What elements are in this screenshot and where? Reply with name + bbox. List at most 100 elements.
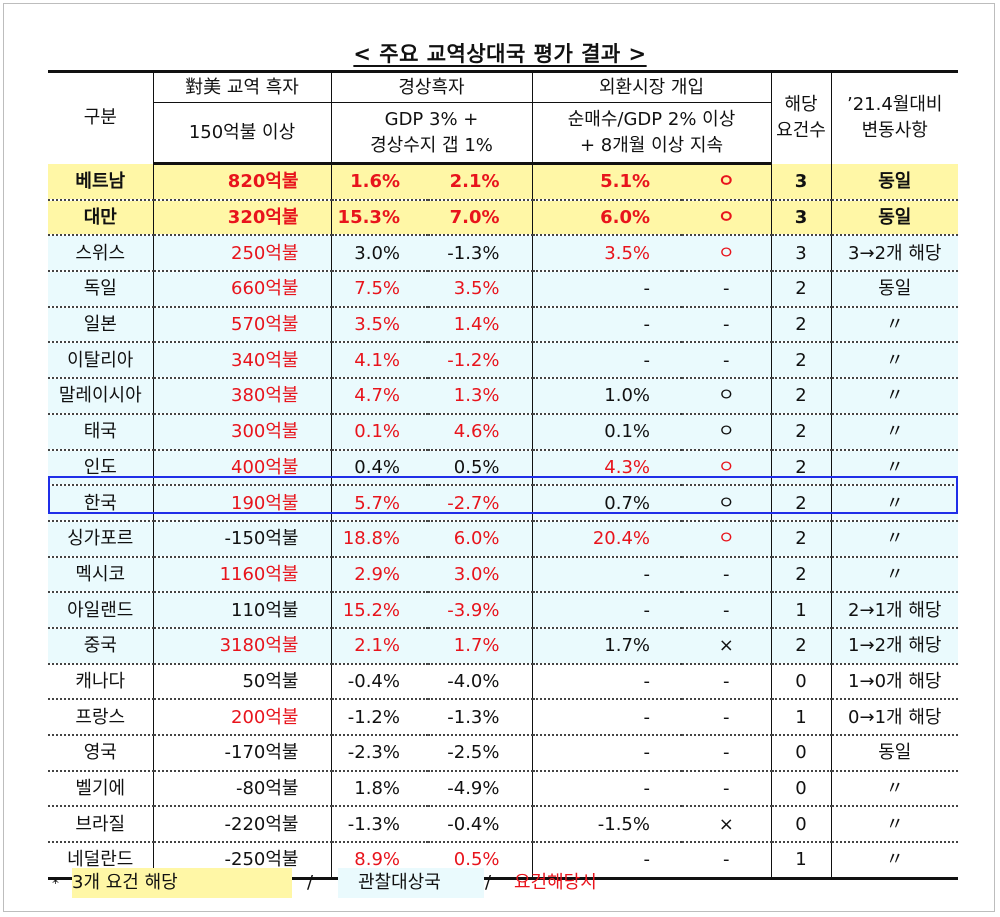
cell-gap: 6.0% (428, 520, 532, 558)
cell-fx: - (531, 342, 682, 380)
cell-trade: -220억불 (152, 806, 331, 844)
cell-change: 〃 (830, 485, 958, 522)
cell-trade: 300억불 (152, 413, 331, 451)
header-count-line1: 해당 (784, 94, 818, 116)
cell-country: 일본 (48, 306, 153, 344)
cell-trade: 200억불 (152, 699, 331, 736)
legend-marker: * (52, 876, 59, 892)
cell-fx-mark: - (682, 735, 771, 772)
header-ca-top: 경상흑자 (330, 70, 532, 103)
cell-change: 동일 (830, 271, 958, 308)
table-row: 아일랜드 110억불 15.2% -3.9% - -1 2→1개 해당 (48, 592, 958, 629)
cell-gap: -1.2% (428, 342, 532, 380)
cell-ca: 18.8% (330, 520, 428, 558)
cell-fx: 5.1% (531, 163, 682, 201)
cell-fx: - (531, 663, 682, 701)
cell-country: 멕시코 (48, 556, 153, 594)
cell-fx: 4.3% (531, 449, 682, 487)
cell-count: 2 (770, 520, 831, 558)
cell-country: 이탈리아 (48, 342, 153, 380)
cell-fx: - (531, 556, 682, 594)
legend-cyan: 관찰대상국 (338, 868, 484, 898)
cell-count: 2 (770, 485, 831, 522)
table-row: 베트남 820억불 1.6% 2.1% 5.1% ㅇ 3 동일 (48, 163, 958, 201)
cell-trade: 190억불 (152, 485, 331, 522)
cell-trade: 660억불 (152, 271, 331, 308)
cell-fx-mark: - (682, 663, 771, 701)
legend-separator-2: / (485, 872, 492, 893)
cell-count: 2 (770, 378, 831, 415)
header-fx-sub-line2: + 8개월 이상 지속 (579, 134, 724, 156)
cell-count: 2 (770, 342, 831, 380)
header-fx-sub-line1: 순매수/GDP 2% 이상 (567, 108, 736, 130)
cell-country: 캐나다 (48, 663, 153, 701)
header-fx-sub: 순매수/GDP 2% 이상 + 8개월 이상 지속 (531, 102, 771, 165)
header-country: 구분 (48, 70, 153, 164)
cell-count: 0 (770, 663, 831, 701)
header-ca-sub-line1: GDP 3% + (384, 108, 479, 130)
cell-gap: 1.4% (428, 306, 532, 344)
table-row: 캐나다 50억불 -0.4% -4.0% - -0 1→0개 해당 (48, 663, 958, 701)
cell-fx: -1.5% (531, 806, 682, 844)
cell-fx: - (531, 271, 682, 308)
cell-ca: -0.4% (330, 663, 428, 701)
cell-gap: -1.3% (428, 235, 532, 273)
cell-country: 말레이시아 (48, 378, 153, 415)
cell-count: 2 (770, 449, 831, 487)
cell-trade: 570억불 (152, 306, 331, 344)
cell-change: 〃 (830, 342, 958, 380)
cell-ca: 0.1% (330, 413, 428, 451)
cell-fx-mark: - (682, 342, 771, 380)
cell-change: 동일 (830, 163, 958, 201)
cell-fx-mark: - (682, 699, 771, 736)
cell-fx-mark: × (682, 806, 771, 844)
cell-ca: 7.5% (330, 271, 428, 308)
evaluation-table: 구분 對美 교역 흑자 경상흑자 외환시장 개입 해당 요건수 ’21.4월대비 변… (48, 70, 958, 880)
cell-fx: - (531, 699, 682, 736)
cell-count: 2 (770, 413, 831, 451)
cell-gap: -2.7% (428, 485, 532, 522)
cell-country: 벨기에 (48, 770, 153, 808)
cell-fx-mark: ㅇ (682, 199, 771, 237)
table-row: 멕시코 1160억불 2.9% 3.0% - -2 〃 (48, 556, 958, 594)
cell-country: 태국 (48, 413, 153, 451)
table-row: 말레이시아 380억불 4.7% 1.3% 1.0% ㅇ 2 〃 (48, 378, 958, 415)
cell-fx-mark: × (682, 627, 771, 665)
cell-fx-mark: ㅇ (682, 378, 771, 415)
cell-fx-mark: ㅇ (682, 520, 771, 558)
cell-change: 1→0개 해당 (830, 663, 958, 701)
table-row: 인도 400억불 0.4% 0.5% 4.3% ㅇ 2 〃 (48, 449, 958, 487)
cell-gap: 1.7% (428, 627, 532, 665)
cell-trade: 250억불 (152, 235, 331, 273)
cell-ca: 5.7% (330, 485, 428, 522)
cell-country: 중국 (48, 627, 153, 665)
cell-gap: -3.9% (428, 592, 532, 629)
cell-change: 동일 (830, 199, 958, 237)
cell-change: 〃 (830, 449, 958, 487)
cell-change: 〃 (830, 413, 958, 451)
cell-ca: -2.3% (330, 735, 428, 772)
cell-ca: 2.1% (330, 627, 428, 665)
cell-count: 1 (770, 842, 831, 880)
cell-fx-mark: ㅇ (682, 413, 771, 451)
cell-fx: 1.7% (531, 627, 682, 665)
cell-country: 브라질 (48, 806, 153, 844)
cell-country: 영국 (48, 735, 153, 772)
cell-trade: -150억불 (152, 520, 331, 558)
cell-ca: 15.2% (330, 592, 428, 629)
cell-ca: 4.7% (330, 378, 428, 415)
page-title-text: < 주요 교역상대국 평가 결과 > (353, 42, 647, 66)
cell-country: 대만 (48, 199, 153, 237)
cell-fx: - (531, 842, 682, 880)
cell-count: 1 (770, 699, 831, 736)
cell-count: 3 (770, 199, 831, 237)
cell-country: 아일랜드 (48, 592, 153, 629)
table-row: 벨기에 -80억불 1.8% -4.9% - -0 〃 (48, 770, 958, 808)
cell-ca: -1.3% (330, 806, 428, 844)
legend-separator-1: / (307, 872, 314, 893)
table-row: 네덜란드 -250억불 8.9% 0.5% - -1 〃 (48, 842, 958, 880)
cell-change: 〃 (830, 378, 958, 415)
page-title: < 주요 교역상대국 평가 결과 > (0, 38, 1000, 68)
cell-gap: 2.1% (428, 163, 532, 201)
cell-gap: 3.0% (428, 556, 532, 594)
